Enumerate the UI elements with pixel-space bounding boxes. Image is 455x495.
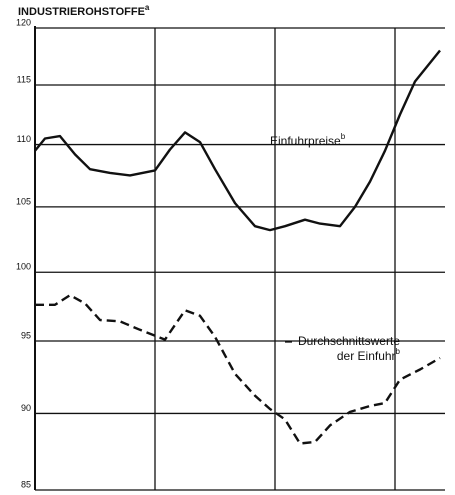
series-label-text: Durchschnittswerte — [298, 334, 400, 348]
series-label-note: b — [396, 347, 401, 356]
series-label-note: b — [341, 132, 346, 141]
series-label: Einfuhrpreiseb — [270, 132, 346, 148]
series-line — [34, 49, 441, 232]
y-tick-label: 105 — [16, 196, 31, 206]
y-tick-label: 90 — [21, 403, 31, 413]
series-label-text: der Einfuhr — [337, 349, 396, 363]
chart-title: INDUSTRIEROHSTOFFEa — [18, 3, 150, 18]
y-tick-label: 115 — [17, 74, 31, 84]
series-label: Durchschnittswerte — [298, 334, 400, 348]
series-label-text: Einfuhrpreise — [270, 134, 341, 148]
title-note: a — [145, 3, 150, 12]
y-tick-label: 85 — [21, 479, 31, 489]
series-line — [35, 294, 441, 445]
y-tick-label: 110 — [17, 134, 31, 144]
y-tick-label: 120 — [16, 17, 31, 27]
title-text: INDUSTRIEROHSTOFFE — [18, 6, 145, 18]
y-tick-label: 95 — [21, 330, 31, 340]
y-tick-label: 100 — [16, 262, 31, 272]
series-label: der Einfuhrb — [337, 347, 401, 363]
